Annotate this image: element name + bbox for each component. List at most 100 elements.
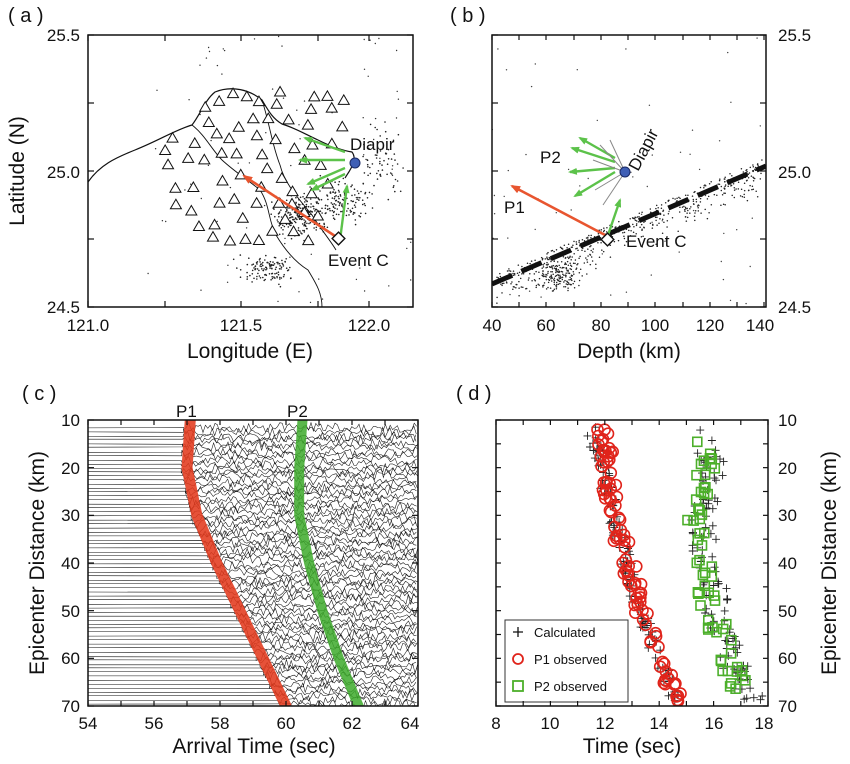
event-dot	[679, 206, 681, 208]
event-dot	[564, 279, 566, 282]
event-dot	[679, 197, 681, 200]
event-dot	[236, 267, 238, 269]
station-triangle	[213, 196, 226, 208]
event-dot	[666, 220, 669, 222]
event-dot	[497, 48, 499, 50]
event-dot	[384, 130, 387, 133]
event-dot	[337, 201, 339, 203]
event-dot	[253, 277, 255, 280]
event-dot	[262, 261, 264, 264]
p2-observed-point	[692, 534, 704, 546]
event-dot	[274, 277, 276, 279]
event-dot	[706, 198, 709, 200]
event-dot	[570, 209, 572, 211]
event-dot	[374, 126, 377, 129]
event-dot	[305, 203, 308, 206]
event-dot	[556, 265, 559, 267]
p2-observed-point	[715, 654, 727, 666]
event-dot	[280, 266, 283, 269]
event-dot	[572, 262, 575, 265]
event-dot	[632, 176, 634, 178]
event-dot	[501, 284, 503, 287]
event-dot	[255, 261, 258, 264]
y-tick-c: 20	[61, 459, 80, 478]
event-dot	[550, 275, 553, 277]
event-dot	[565, 272, 567, 274]
event-dot	[563, 244, 566, 246]
station-triangle	[202, 115, 216, 127]
event-dot	[574, 262, 576, 265]
event-dot	[573, 240, 575, 243]
event-dot	[282, 233, 284, 235]
event-dot	[697, 206, 699, 209]
event-dot	[356, 190, 359, 192]
y-axis-label-c: Epicenter Distance (km)	[26, 451, 49, 675]
event-dot	[282, 275, 285, 278]
event-dot	[278, 215, 280, 218]
event-dot	[318, 278, 320, 280]
event-dot	[575, 241, 578, 243]
event-dot	[552, 264, 555, 267]
event-dot	[581, 247, 584, 250]
event-dot	[736, 229, 738, 231]
event-dot	[283, 273, 286, 276]
event-dot	[572, 244, 574, 246]
x-tick-b: 80	[592, 316, 611, 335]
station-triangle	[269, 133, 282, 145]
event-dot	[277, 300, 279, 303]
event-dot	[687, 209, 689, 212]
event-dot	[345, 214, 348, 217]
event-dot	[305, 227, 308, 230]
event-dot	[332, 205, 335, 208]
event-dot	[640, 236, 643, 238]
event-dot	[547, 270, 549, 273]
event-dot	[501, 292, 503, 294]
event-dot	[368, 191, 371, 194]
event-dot	[684, 216, 687, 218]
event-dot	[379, 160, 381, 163]
event-dot	[306, 222, 308, 225]
event-dot	[505, 281, 508, 283]
event-dot	[369, 172, 372, 175]
station-triangle	[307, 90, 321, 102]
calculated-point	[716, 455, 724, 464]
event-dot	[751, 188, 753, 191]
event-dot	[731, 194, 733, 197]
event-dot	[630, 171, 632, 173]
event-dot	[661, 218, 664, 220]
event-dot	[274, 268, 277, 271]
event-dot	[327, 198, 329, 201]
seismogram-trace	[88, 682, 418, 694]
p1-observed-point	[602, 441, 616, 455]
event-dot	[553, 277, 556, 280]
event-dot	[362, 155, 364, 158]
event-dot	[277, 213, 280, 215]
event-dot	[279, 276, 281, 279]
event-dot	[563, 281, 565, 283]
event-dot	[507, 237, 509, 239]
p2-observed-point	[708, 590, 720, 601]
event-dot	[515, 283, 517, 286]
event-dot	[290, 237, 293, 240]
event-dot	[676, 197, 678, 199]
station-triangle	[232, 120, 246, 132]
event-dot	[383, 159, 385, 162]
event-dot	[317, 198, 320, 200]
event-dot	[377, 170, 380, 172]
p2-label-b: P2	[540, 148, 561, 167]
event-dot	[570, 283, 572, 286]
event-dot	[281, 259, 283, 262]
event-dot	[270, 279, 272, 281]
event-dot	[547, 286, 549, 289]
event-dot	[512, 286, 515, 288]
seismogram-trace	[88, 433, 417, 445]
y-tick-b: 25.0	[778, 163, 811, 182]
event-dot	[617, 239, 620, 242]
event-dot	[659, 213, 662, 215]
event-dot	[747, 177, 750, 179]
event-dot	[402, 167, 404, 169]
event-dot	[555, 270, 557, 272]
event-dot	[591, 251, 594, 253]
event-dot	[297, 227, 300, 229]
event-dot	[693, 191, 695, 194]
